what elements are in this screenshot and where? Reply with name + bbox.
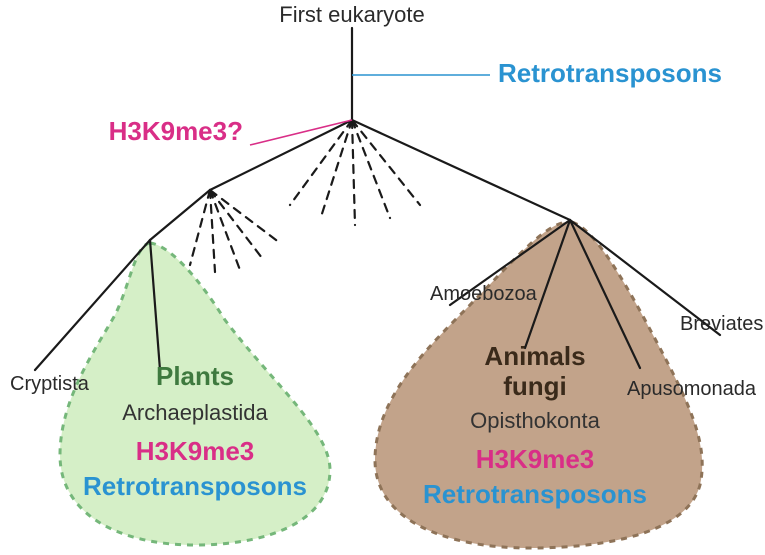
leaf-apusomonada-label: Apusomonada (627, 378, 757, 400)
leaf-breviates-label: Breviates (680, 313, 763, 335)
leaf-cryptista-label: Cryptista (10, 373, 90, 395)
animals-subtitle: Opisthokonta (470, 408, 600, 433)
leaf-amoebozoa-label: Amoebozoa (430, 283, 538, 305)
plants-h3k9-label: H3K9me3 (136, 436, 255, 466)
plants-retro-label: Retrotransposons (83, 471, 307, 501)
h3k9-root-label: H3K9me3? (109, 116, 243, 146)
callout-lines (250, 75, 490, 145)
retro-root-label: Retrotransposons (498, 58, 722, 88)
animals-retro-label: Retrotransposons (423, 479, 647, 509)
animals-title-2: fungi (503, 371, 567, 401)
animals-title-1: Animals (484, 341, 585, 371)
phylo-tree-diagram: First eukaryote Retrotransposons H3K9me3? C… (0, 0, 765, 555)
animals-h3k9-label: H3K9me3 (476, 444, 595, 474)
root-label: First eukaryote (279, 2, 425, 27)
plants-title: Plants (156, 361, 234, 391)
plants-subtitle: Archaeplastida (122, 400, 268, 425)
